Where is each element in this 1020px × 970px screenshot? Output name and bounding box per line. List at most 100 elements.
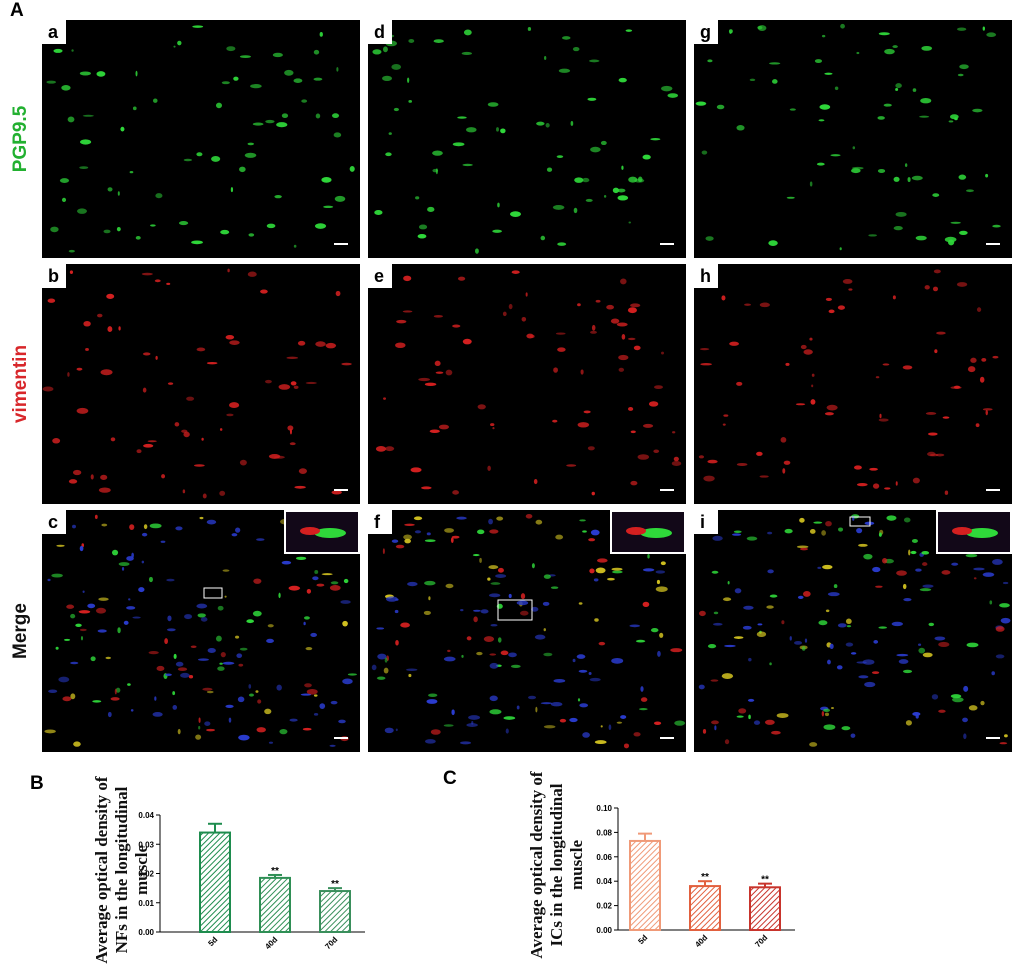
cell [265, 119, 275, 124]
cell [188, 674, 194, 679]
cell [142, 387, 147, 393]
cell [266, 638, 274, 644]
cell [958, 174, 967, 180]
cell [238, 663, 244, 667]
cell [331, 490, 342, 495]
cell [301, 99, 308, 103]
cell [525, 513, 533, 519]
cell [148, 576, 153, 583]
cell [895, 211, 907, 217]
cell [181, 429, 188, 433]
cell [898, 659, 909, 664]
cell [713, 611, 719, 615]
cell [852, 146, 856, 150]
micrograph [42, 20, 360, 258]
cell [460, 609, 464, 612]
bar [629, 839, 661, 931]
cell [702, 729, 707, 734]
significance: ** [701, 872, 709, 883]
cell [837, 305, 845, 310]
cell [384, 657, 388, 663]
cell [736, 381, 743, 386]
cell [154, 279, 161, 283]
cell [173, 45, 176, 48]
cell [229, 340, 240, 345]
cell [995, 626, 1005, 632]
cell [533, 479, 538, 485]
cell [902, 583, 907, 590]
cell [457, 116, 467, 119]
cell [892, 295, 896, 300]
cell [934, 636, 946, 641]
cell [742, 625, 752, 630]
cell [294, 485, 306, 489]
cell [729, 31, 732, 34]
micrograph [694, 20, 1012, 258]
cell [1002, 581, 1009, 585]
cell [336, 67, 339, 72]
cell [839, 247, 842, 251]
cell [70, 693, 76, 700]
cell [610, 318, 620, 324]
cell [931, 694, 939, 700]
significance: ** [331, 879, 339, 890]
cell [130, 709, 134, 712]
cell [293, 244, 297, 248]
y-tick-label: 0.03 [138, 840, 154, 849]
cell [183, 158, 193, 162]
cell [143, 524, 148, 530]
cell [476, 651, 483, 656]
cell [229, 402, 240, 409]
cell [388, 132, 392, 135]
cell [877, 116, 885, 120]
cell [246, 619, 254, 624]
cell [385, 446, 395, 452]
cell [992, 224, 1001, 228]
cell [918, 647, 926, 654]
cell [985, 173, 989, 178]
cell [884, 487, 891, 490]
cell [868, 234, 877, 237]
cell [98, 597, 109, 601]
cell [558, 68, 571, 73]
cell [823, 708, 831, 712]
cell [612, 187, 620, 194]
cell [172, 691, 176, 696]
cell [300, 527, 320, 535]
cell [853, 465, 862, 470]
cell [135, 70, 138, 77]
cell [395, 544, 405, 549]
cell [220, 229, 230, 235]
cell [712, 535, 723, 541]
cell [597, 558, 608, 563]
cell [447, 649, 451, 653]
cell [823, 724, 836, 730]
cell [173, 653, 177, 659]
cell [488, 565, 499, 570]
cell [919, 588, 932, 592]
cell [426, 699, 438, 704]
cell [769, 594, 778, 598]
cell [830, 154, 841, 157]
cell [701, 150, 708, 155]
cell [921, 551, 930, 555]
cell [952, 697, 964, 703]
cell [864, 681, 876, 688]
cell [341, 362, 352, 366]
cell [653, 721, 662, 725]
cell [463, 29, 472, 36]
cell [421, 486, 432, 490]
cell [70, 661, 79, 665]
cell [785, 362, 790, 366]
cell [83, 320, 91, 327]
cell [816, 162, 825, 166]
cell [72, 524, 76, 529]
cell [477, 404, 486, 410]
cell [656, 579, 661, 585]
cell [748, 714, 751, 720]
cell [219, 490, 226, 496]
cell [315, 113, 321, 119]
cell [196, 152, 203, 157]
cell [776, 713, 789, 718]
cell [78, 610, 91, 614]
